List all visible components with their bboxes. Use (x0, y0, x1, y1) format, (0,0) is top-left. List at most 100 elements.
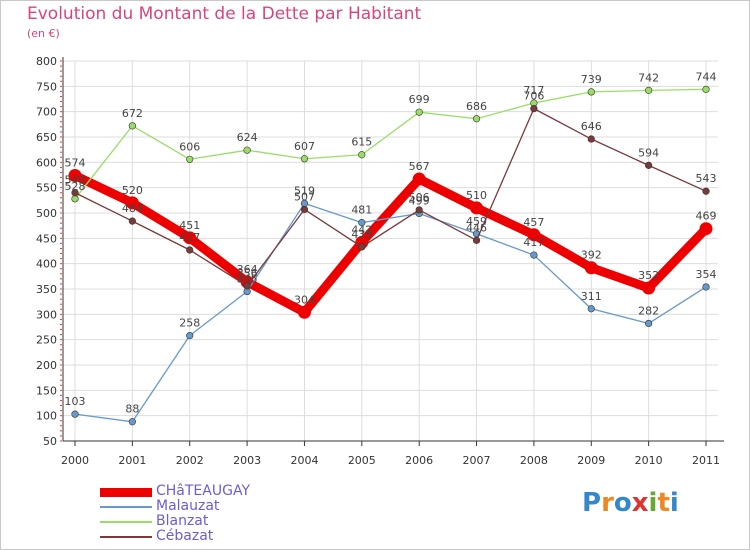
data-label: 706 (523, 90, 544, 103)
axes: 50 100 150 200 250 300 350 400 450 500 550 600 650 70… (36, 55, 724, 467)
data-label: 469 (696, 210, 717, 223)
legend: CHâTEAUGAY Malauzat Blanzat Cébazat (100, 484, 350, 544)
y-tick-label: 350 (36, 283, 57, 296)
legend-label: CHâTEAUGAY (156, 483, 250, 499)
data-point (702, 283, 710, 291)
x-tick-label: 2003 (233, 454, 261, 467)
data-point (300, 155, 309, 163)
data-point (186, 332, 194, 340)
y-tick-label: 600 (36, 156, 57, 169)
data-point (470, 201, 484, 215)
data-label: 607 (294, 140, 315, 153)
data-label: 392 (581, 249, 602, 262)
legend-item: Malauzat (100, 499, 350, 514)
data-label: 451 (179, 219, 200, 232)
data-label: 354 (696, 268, 717, 281)
data-point (412, 172, 426, 186)
data-point (297, 305, 311, 319)
data-label: 345 (237, 273, 258, 286)
data-point (300, 205, 309, 214)
data-point (472, 236, 481, 244)
data-point (587, 88, 595, 96)
data-point (415, 108, 423, 116)
data-label: 304 (294, 293, 315, 306)
data-label: 519 (294, 184, 315, 197)
data-label: 446 (466, 221, 487, 234)
data-point (125, 196, 139, 210)
series-line-0 (70, 171, 711, 317)
data-point (527, 228, 541, 242)
logo-letter: i (648, 488, 658, 518)
data-point (642, 281, 656, 295)
data-point (128, 122, 136, 130)
y-tick-label: 50 (43, 435, 57, 448)
proxiti-logo: Proxiti (582, 488, 679, 518)
y-tick-label: 400 (36, 258, 57, 271)
legend-swatch (100, 521, 152, 523)
data-label: 417 (523, 236, 544, 249)
data-label: 507 (294, 190, 315, 203)
data-point (243, 146, 251, 154)
y-tick-label: 200 (36, 359, 57, 372)
data-point (71, 410, 79, 418)
data-label: 520 (122, 184, 143, 197)
data-point (71, 195, 79, 203)
logo-letter: o (613, 488, 632, 518)
data-point (587, 305, 595, 313)
y-tick-label: 800 (36, 55, 57, 68)
data-label: 484 (122, 202, 143, 215)
y-tick-label: 450 (36, 232, 57, 245)
data-label: 258 (179, 317, 200, 330)
data-label: 717 (523, 84, 544, 97)
data-point (183, 231, 197, 245)
logo-letter: r (601, 488, 614, 518)
series-line-1 (74, 202, 707, 423)
data-point (645, 319, 653, 328)
data-labels: 574 520 451 364 304 442 567 510 457 392 352 469 103 8… (65, 70, 717, 415)
x-tick-label: 2004 (290, 454, 318, 467)
chart-title: Evolution du Montant de la Dette par Hab… (27, 4, 422, 24)
x-tick-label: 2009 (577, 454, 605, 467)
legend-swatch (100, 506, 152, 508)
data-label: 624 (237, 131, 258, 144)
data-label: 88 (125, 403, 139, 416)
y-tick-label: 250 (36, 334, 57, 347)
data-label: 742 (638, 71, 659, 84)
legend-label: Blanzat (156, 513, 209, 529)
data-label: 567 (409, 160, 430, 173)
data-point (186, 155, 194, 163)
x-tick-label: 2010 (635, 454, 663, 467)
series-layer (68, 85, 713, 426)
data-label: 364 (237, 263, 258, 276)
data-label: 543 (696, 172, 717, 185)
series-line-3 (74, 107, 707, 287)
logo-letter: t (657, 488, 670, 518)
data-point (530, 105, 538, 113)
x-tick-label: 2000 (61, 454, 89, 467)
x-tick-label: 2002 (176, 454, 204, 467)
logo-letter: i (669, 488, 679, 518)
data-point (645, 86, 653, 94)
data-label: 457 (523, 216, 544, 229)
data-label: 686 (466, 100, 487, 113)
data-label: 594 (638, 146, 659, 159)
legend-swatch (100, 487, 152, 497)
data-label: 646 (581, 120, 602, 133)
data-point (128, 217, 136, 225)
y-tick-label: 300 (36, 308, 57, 321)
chart-subtitle: (en €) (27, 27, 60, 40)
data-point (472, 115, 481, 123)
data-label: 442 (351, 223, 372, 236)
data-point (645, 161, 653, 169)
data-point (358, 219, 366, 227)
data-label: 311 (581, 290, 602, 303)
data-point (415, 206, 423, 214)
data-label: 574 (65, 157, 86, 170)
data-point (71, 189, 79, 197)
data-label: 352 (638, 269, 659, 282)
y-tick-label: 650 (36, 131, 57, 144)
legend-item: CHâTEAUGAY (100, 484, 350, 499)
data-label: 606 (179, 140, 200, 153)
data-label: 427 (179, 231, 200, 244)
data-label: 433 (351, 228, 372, 241)
